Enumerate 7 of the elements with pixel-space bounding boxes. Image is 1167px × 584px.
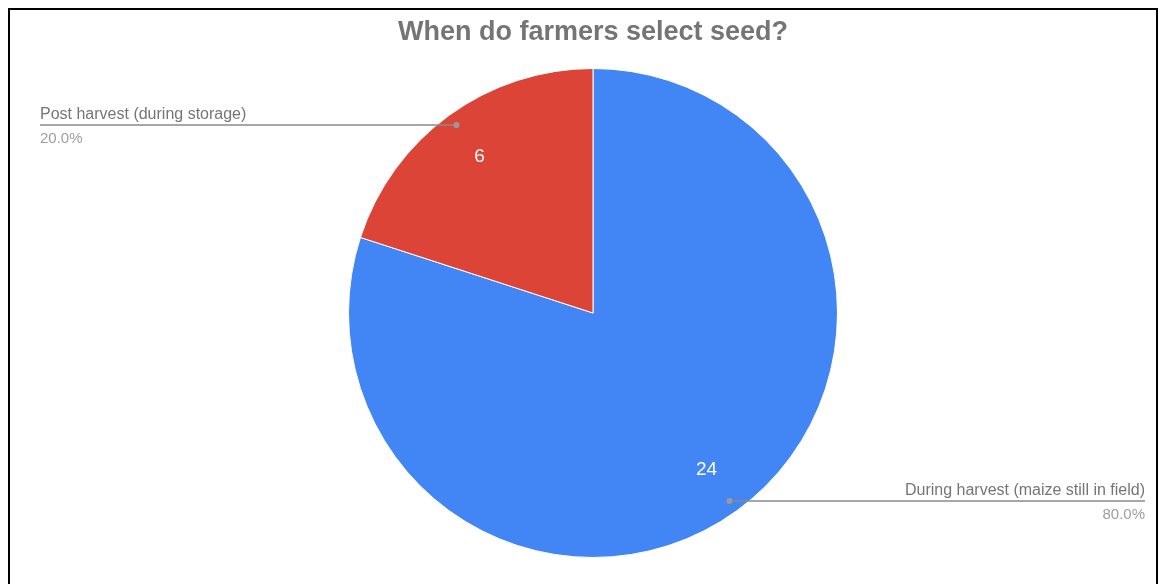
slice-label: Post harvest (during storage)	[40, 105, 247, 123]
data-label: 24	[695, 457, 718, 479]
slice-label: During harvest (maize still in field)	[904, 480, 1145, 498]
data-label: 6	[474, 144, 485, 166]
chart-title: When do farmers select seed?	[397, 16, 789, 46]
text: 80.0%	[1102, 504, 1145, 522]
text: 20.0%	[40, 129, 83, 147]
